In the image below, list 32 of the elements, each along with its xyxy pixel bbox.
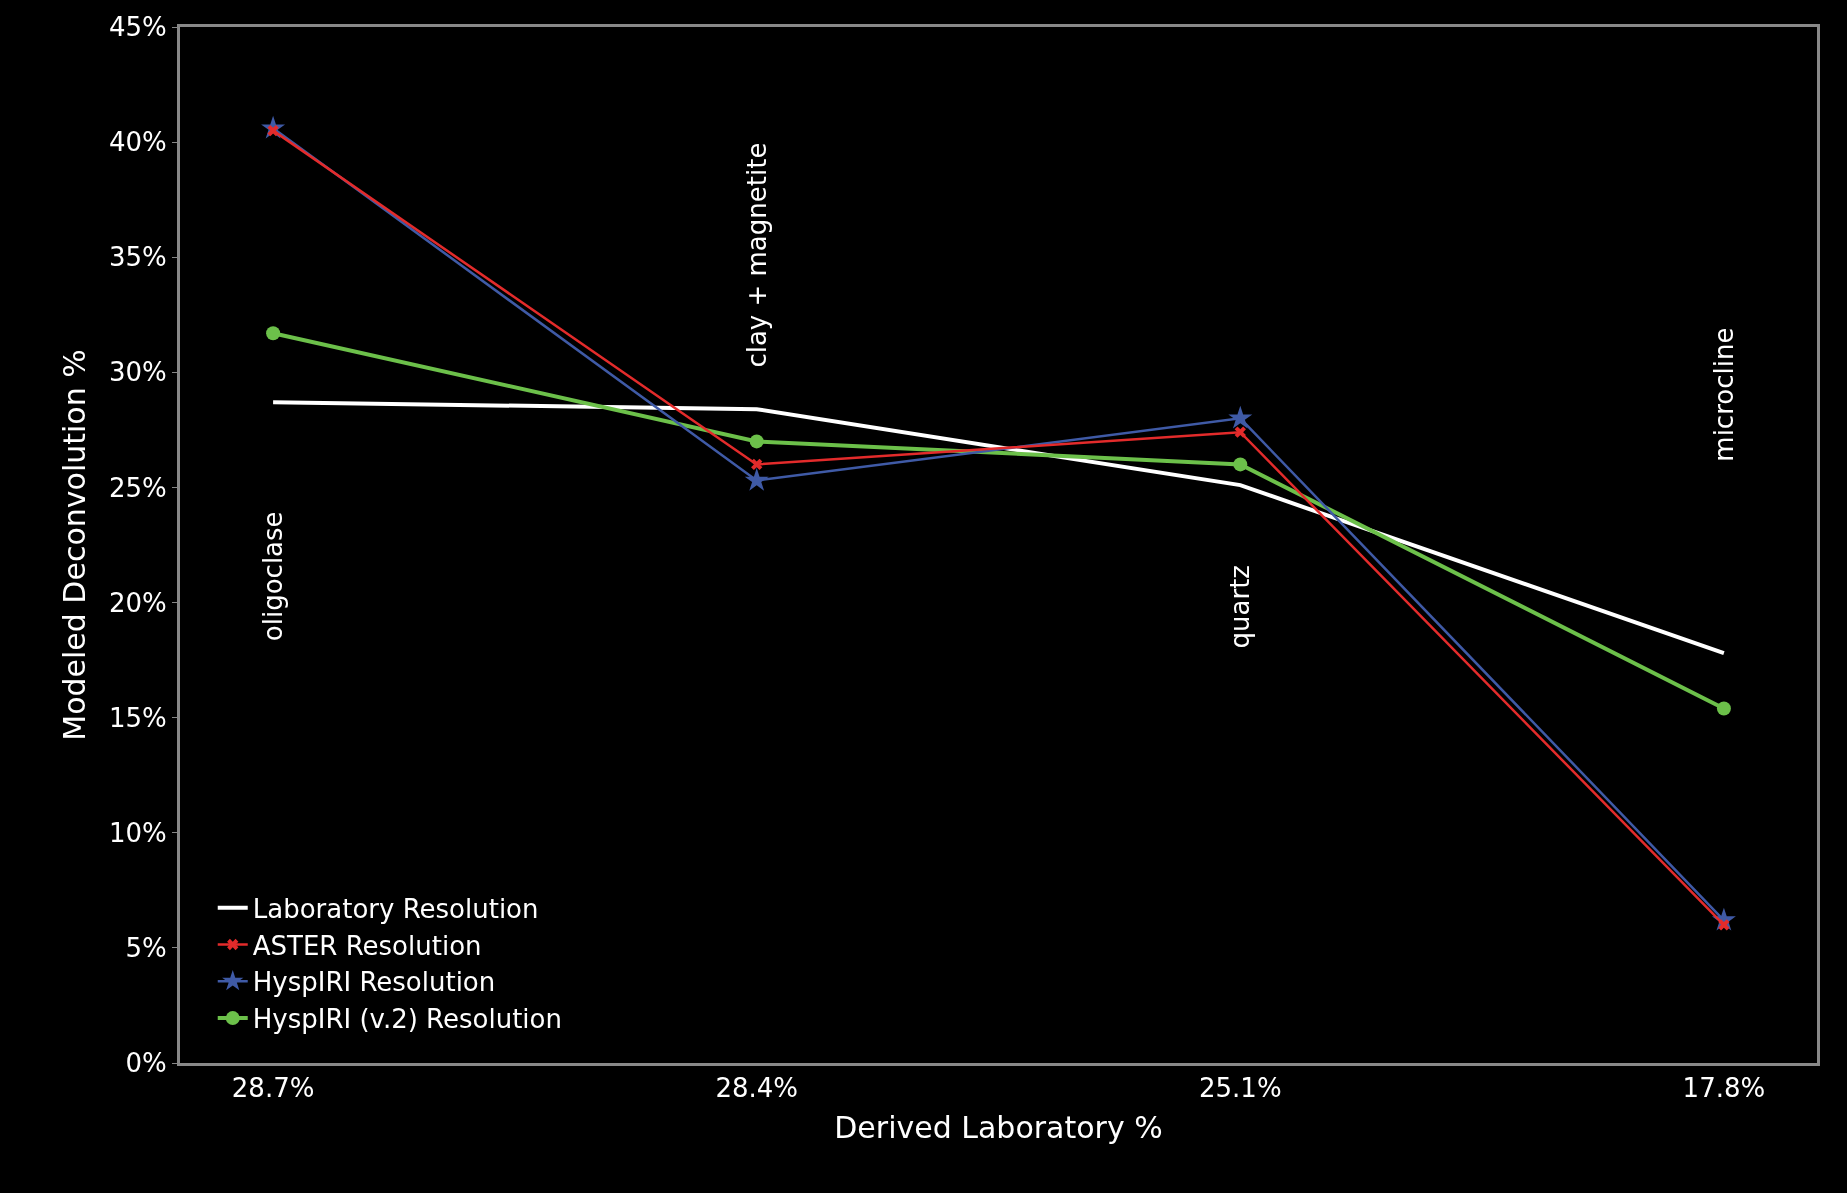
y-tick-label: 25% xyxy=(109,472,167,503)
x-tick-label: 28.4% xyxy=(715,1073,798,1104)
legend-label: HyspIRI Resolution xyxy=(252,967,496,998)
y-tick-label: 45% xyxy=(109,12,167,43)
y-tick-label: 0% xyxy=(125,1048,167,1079)
y-tick-label: 40% xyxy=(109,127,167,158)
point xyxy=(1716,701,1731,716)
point xyxy=(1228,405,1253,429)
point xyxy=(1233,457,1248,472)
x-tick-label: 17.8% xyxy=(1682,1073,1766,1104)
x-tick-label: 28.7% xyxy=(231,1073,315,1104)
annotation: oligoclase xyxy=(258,511,289,642)
y-tick-label: 20% xyxy=(109,587,167,618)
point xyxy=(1234,426,1246,438)
x-axis-title: Derived Laboratory % xyxy=(834,1109,1163,1145)
y-tick-label: 30% xyxy=(109,357,167,388)
annotation: microcline xyxy=(1709,327,1740,462)
y-tick-label: 5% xyxy=(125,932,167,963)
annotation: quartz xyxy=(1225,565,1256,649)
point xyxy=(749,434,764,449)
legend-label: Laboratory Resolution xyxy=(252,893,539,924)
point xyxy=(751,458,763,471)
annotation: clay + magnetite xyxy=(741,142,772,368)
point xyxy=(744,467,769,491)
y-tick-label: 15% xyxy=(109,702,167,733)
x-tick-label: 25.1% xyxy=(1199,1073,1282,1104)
y-axis-title: Modeled Deconvolution % xyxy=(57,349,92,741)
y-tick-label: 35% xyxy=(109,242,167,273)
point xyxy=(266,326,281,341)
legend-label: HyspIRI (v.2) Resolution xyxy=(252,1004,562,1035)
y-tick-label: 10% xyxy=(109,817,167,848)
legend-label: ASTER Resolution xyxy=(252,930,482,961)
